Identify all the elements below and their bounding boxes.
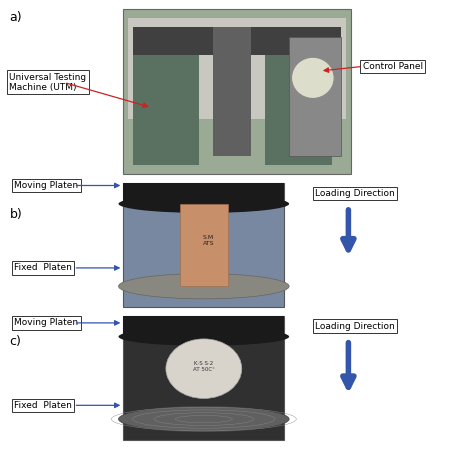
Text: b): b)	[9, 208, 22, 221]
Text: Universal Testing
Machine (UTM): Universal Testing Machine (UTM)	[9, 73, 87, 92]
FancyBboxPatch shape	[289, 37, 341, 156]
Ellipse shape	[118, 274, 289, 299]
Text: Fixed  Platen: Fixed Platen	[14, 401, 72, 410]
Ellipse shape	[118, 195, 289, 213]
Circle shape	[292, 57, 334, 98]
Text: c): c)	[9, 335, 21, 348]
FancyBboxPatch shape	[123, 9, 351, 174]
Text: Control Panel: Control Panel	[363, 62, 423, 71]
FancyBboxPatch shape	[123, 183, 284, 204]
Text: Fixed  Platen: Fixed Platen	[14, 263, 72, 273]
FancyBboxPatch shape	[213, 27, 251, 156]
FancyBboxPatch shape	[133, 37, 199, 165]
FancyBboxPatch shape	[123, 316, 284, 440]
FancyBboxPatch shape	[123, 316, 284, 337]
Ellipse shape	[166, 339, 242, 398]
Text: a): a)	[9, 11, 22, 24]
Ellipse shape	[118, 327, 289, 346]
Text: Loading Direction: Loading Direction	[315, 322, 395, 331]
FancyBboxPatch shape	[265, 37, 332, 165]
FancyBboxPatch shape	[180, 204, 228, 286]
Text: Moving Platen: Moving Platen	[14, 318, 78, 327]
Text: Moving Platen: Moving Platen	[14, 181, 78, 190]
Text: Loading Direction: Loading Direction	[315, 189, 395, 198]
FancyBboxPatch shape	[123, 183, 284, 307]
Ellipse shape	[118, 407, 289, 431]
FancyBboxPatch shape	[128, 18, 346, 119]
Text: K·S S·2
AT 50C°: K·S S·2 AT 50C°	[193, 361, 215, 372]
Text: S.M
ATS: S.M ATS	[203, 235, 214, 246]
FancyBboxPatch shape	[133, 27, 341, 55]
